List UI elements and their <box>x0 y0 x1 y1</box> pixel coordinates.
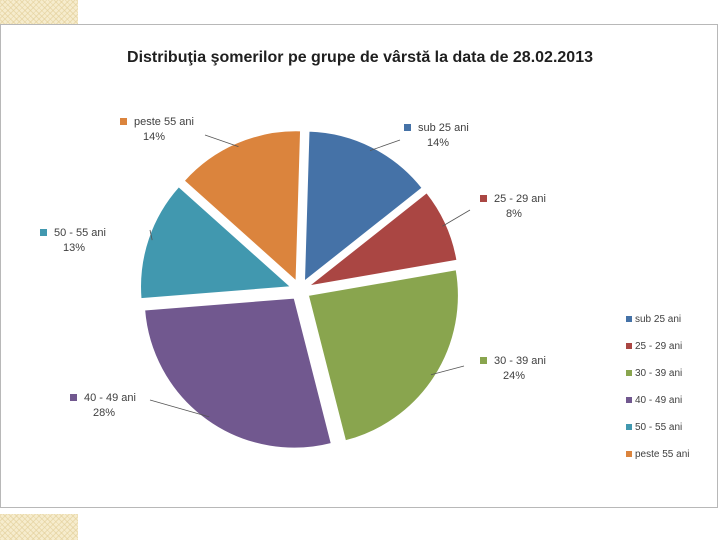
leader-line <box>442 209 471 227</box>
pie-slice-30-39-ani <box>307 269 459 442</box>
legend-label-sub-25-ani: sub 25 ani <box>635 314 681 325</box>
data-label-percent: 13% <box>63 242 85 254</box>
data-label-percent: 14% <box>143 131 165 143</box>
data-label-percent: 14% <box>427 137 449 149</box>
data-label-category: 25 - 29 ani <box>494 193 546 205</box>
legend-swatch-sub-25-ani <box>626 316 632 322</box>
data-label-percent: 24% <box>503 370 525 382</box>
legend-swatch-30-39-ani <box>626 370 632 376</box>
legend-label-40-49-ani: 40 - 49 ani <box>635 395 682 406</box>
leader-line <box>430 365 465 376</box>
label-marker <box>404 124 411 131</box>
legend: sub 25 ani 25 - 29 ani 30 - 39 ani 40 - 49 … <box>626 314 690 460</box>
pie-slice-40-49-ani <box>144 297 332 449</box>
corner-decoration-bottom <box>0 514 78 540</box>
pie-slices <box>140 130 459 449</box>
legend-swatch-25-29-ani <box>626 343 632 349</box>
leader-line <box>204 134 239 148</box>
label-marker <box>480 195 487 202</box>
legend-swatch-40-49-ani <box>626 397 632 403</box>
pie-slice-25-29-ani <box>308 192 458 287</box>
leader-line <box>149 399 210 418</box>
corner-decoration-top <box>0 0 78 26</box>
legend-label-peste-55-ani: peste 55 ani <box>635 449 690 460</box>
legend-label-30-39-ani: 30 - 39 ani <box>635 368 682 379</box>
data-label-category: 40 - 49 ani <box>84 392 136 404</box>
pie-slice-peste-55-ani <box>183 130 302 282</box>
legend-label-25-29-ani: 25 - 29 ani <box>635 341 682 352</box>
data-label-percent: 28% <box>93 407 115 419</box>
data-label-category: peste 55 ani <box>134 116 194 128</box>
pie-slice-50-55-ani <box>140 186 292 300</box>
legend-swatch-peste-55-ani <box>626 451 632 457</box>
data-label-category: 50 - 55 ani <box>54 227 106 239</box>
chart-title: Distribuţia şomerilor pe grupe de vârstă… <box>127 49 593 66</box>
label-marker <box>40 229 47 236</box>
data-label-category: sub 25 ani <box>418 122 469 134</box>
label-marker <box>120 118 127 125</box>
leader-line <box>369 139 401 151</box>
legend-swatch-50-55-ani <box>626 424 632 430</box>
label-marker <box>480 357 487 364</box>
legend-label-50-55-ani: 50 - 55 ani <box>635 422 682 433</box>
data-label-percent: 8% <box>506 208 522 220</box>
pie-slice-sub-25-ani <box>303 130 423 283</box>
data-label-category: 30 - 39 ani <box>494 355 546 367</box>
data-labels: sub 25 ani 14% 25 - 29 ani 8% 30 - 39 ani 24%… <box>40 116 546 419</box>
label-marker <box>70 394 77 401</box>
leader-line <box>149 229 153 241</box>
